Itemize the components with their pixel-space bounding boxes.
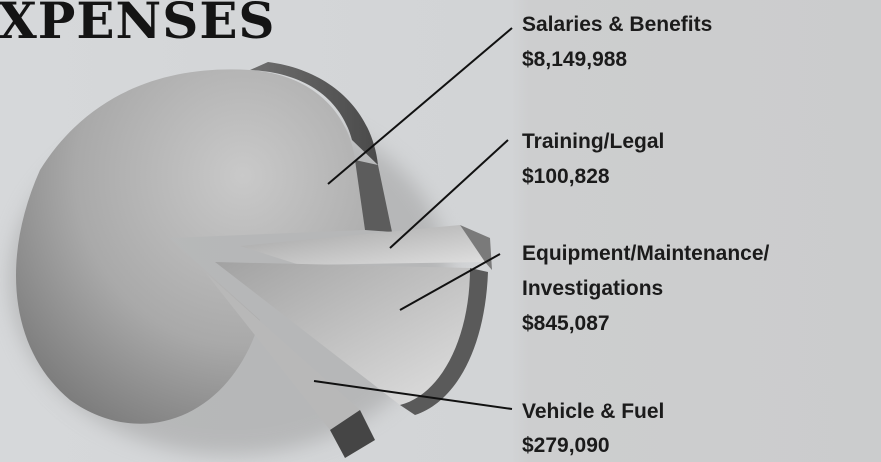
- item-label: Vehicle & Fuel: [522, 400, 664, 423]
- item-label: Investigations: [522, 277, 663, 300]
- item-label: Training/Legal: [522, 130, 664, 153]
- item-amount: $100,828: [522, 165, 610, 188]
- leader-line: [389, 139, 509, 249]
- item-amount: $8,149,988: [522, 48, 627, 71]
- title: XPENSES: [0, 0, 276, 50]
- leader-line: [313, 380, 513, 410]
- leader-line: [327, 27, 513, 185]
- item-label: Equipment/Maintenance/: [522, 242, 770, 265]
- leader-line: [399, 253, 501, 311]
- pie-illustration: [10, 62, 492, 458]
- item-amount: $279,090: [522, 434, 610, 457]
- item-label: Salaries & Benefits: [522, 13, 712, 36]
- item-amount: $845,087: [522, 312, 610, 335]
